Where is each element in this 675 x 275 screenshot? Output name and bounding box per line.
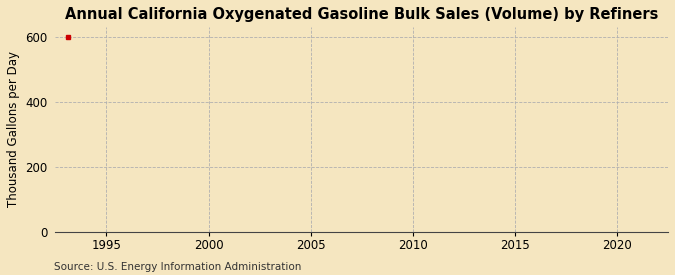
- Y-axis label: Thousand Gallons per Day: Thousand Gallons per Day: [7, 51, 20, 207]
- Title: Annual California Oxygenated Gasoline Bulk Sales (Volume) by Refiners: Annual California Oxygenated Gasoline Bu…: [65, 7, 658, 22]
- Text: Source: U.S. Energy Information Administration: Source: U.S. Energy Information Administ…: [54, 262, 301, 272]
